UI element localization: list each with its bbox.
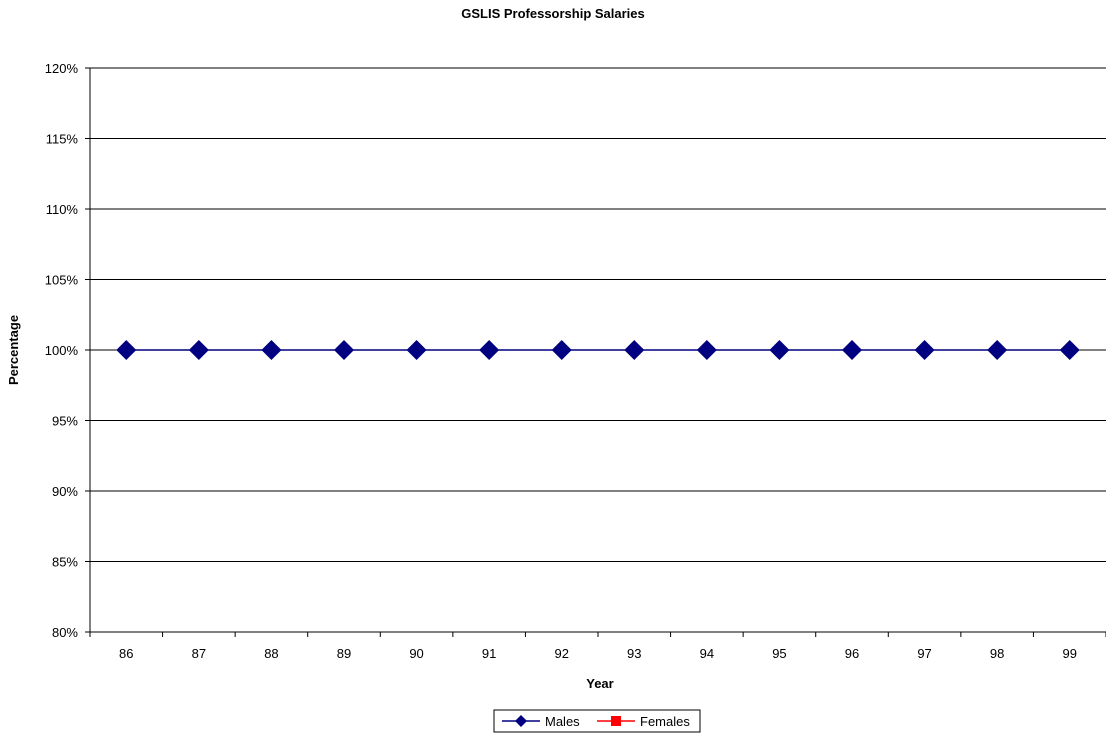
x-tick-label: 99 xyxy=(1062,646,1076,661)
x-tick-label: 90 xyxy=(409,646,423,661)
y-tick-label: 90% xyxy=(52,484,78,499)
y-tick-label: 80% xyxy=(52,625,78,640)
legend: Males Females xyxy=(493,709,701,733)
y-tick-label: 85% xyxy=(52,555,78,570)
legend-females-marker xyxy=(611,716,621,726)
y-axis-label: Percentage xyxy=(6,315,21,385)
y-tick-label: 115% xyxy=(46,132,79,147)
y-tick-label: 105% xyxy=(45,273,79,288)
x-tick-label: 88 xyxy=(264,646,278,661)
x-tick-label: 93 xyxy=(627,646,641,661)
x-tick-label: 91 xyxy=(482,646,496,661)
data-point xyxy=(188,340,209,360)
x-tick-label: 87 xyxy=(192,646,206,661)
data-point xyxy=(914,340,935,360)
y-tick-label: 95% xyxy=(52,414,78,429)
data-point xyxy=(769,340,790,360)
x-tick-label: 96 xyxy=(845,646,859,661)
data-point xyxy=(479,340,500,360)
x-tick-label: 95 xyxy=(772,646,786,661)
chart-title: GSLIS Professorship Salaries xyxy=(461,6,645,21)
legend-males-label: Males xyxy=(545,714,580,729)
data-point xyxy=(1059,340,1080,360)
data-point xyxy=(261,340,282,360)
gridlines xyxy=(90,67,1106,562)
data-point xyxy=(406,340,427,360)
legend-males-marker xyxy=(515,715,527,727)
x-tick-label: 92 xyxy=(554,646,568,661)
legend-females-label: Females xyxy=(640,714,690,729)
data-point xyxy=(987,340,1008,360)
data-point xyxy=(624,340,645,360)
x-tick-label: 98 xyxy=(990,646,1004,661)
x-axis-label: Year xyxy=(586,676,613,691)
x-axis-ticks: 86 87 88 89 90 91 92 93 94 95 96 97 98 99 xyxy=(89,632,1106,661)
series-layer xyxy=(116,340,1080,360)
data-point xyxy=(116,340,137,360)
data-point xyxy=(551,340,572,360)
data-point xyxy=(696,340,717,360)
data-point xyxy=(842,340,862,360)
y-tick-label: 110% xyxy=(46,202,79,217)
x-tick-label: 97 xyxy=(917,646,931,661)
y-tick-label: 100% xyxy=(45,343,79,358)
x-tick-label: 94 xyxy=(700,646,714,661)
x-tick-label: 89 xyxy=(337,646,351,661)
y-axis-ticks: 80% 85% 90% 95% 100% 105% 110% 115% 120% xyxy=(45,61,90,640)
data-point xyxy=(334,340,354,360)
y-tick-label: 120% xyxy=(45,61,79,76)
x-tick-label: 86 xyxy=(119,646,133,661)
